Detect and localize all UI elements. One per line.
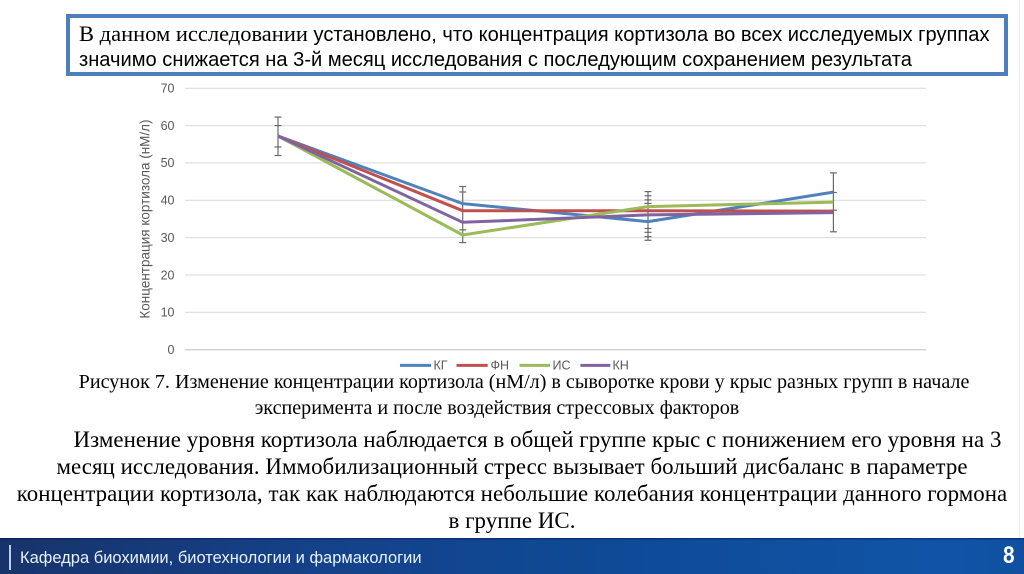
svg-text:КГ: КГ: [434, 359, 448, 373]
svg-text:30: 30: [161, 231, 175, 245]
svg-text:ФН: ФН: [491, 359, 510, 373]
svg-text:70: 70: [161, 82, 175, 96]
svg-text:ИС: ИС: [553, 359, 571, 373]
svg-text:40: 40: [161, 194, 175, 208]
svg-text:Концентрация кортизола (нМ/л): Концентрация кортизола (нМ/л): [138, 119, 153, 318]
svg-text:10: 10: [161, 306, 175, 320]
svg-text:60: 60: [161, 119, 175, 133]
svg-text:50: 50: [161, 156, 175, 170]
svg-text:КН: КН: [613, 359, 629, 373]
svg-text:20: 20: [161, 268, 175, 282]
svg-text:0: 0: [168, 343, 175, 357]
